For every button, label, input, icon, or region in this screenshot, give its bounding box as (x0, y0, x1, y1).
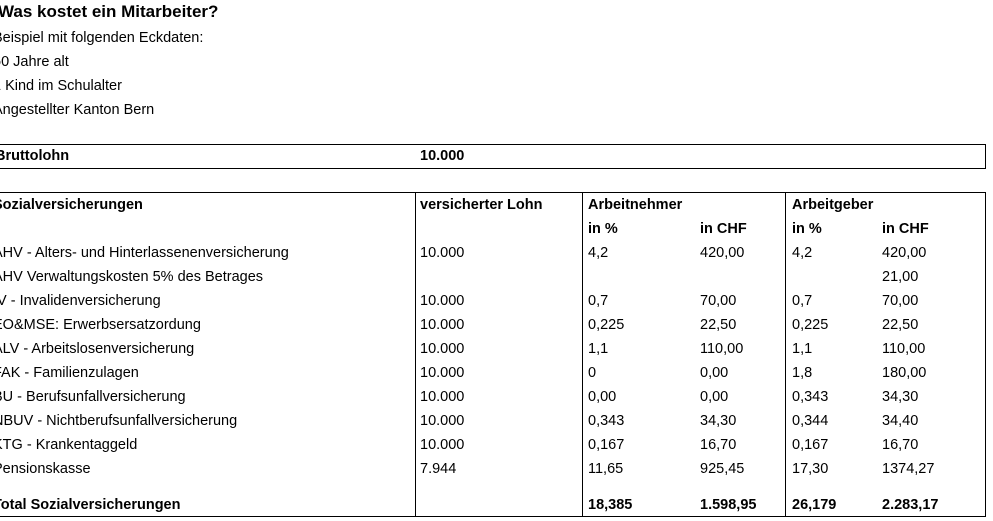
cell: 70,00 (882, 293, 919, 309)
cell: 16,70 (700, 437, 737, 453)
border (985, 144, 986, 169)
row-label: BU - Berufsunfallversicherung (0, 389, 186, 405)
cell: 110,00 (882, 341, 926, 357)
cell: 16,70 (882, 437, 919, 453)
row-label: FAK - Familienzulagen (0, 365, 139, 381)
cell: 34,30 (882, 389, 919, 405)
total-cell: 18,385 (588, 497, 633, 513)
cell: 420,00 (882, 245, 927, 261)
bruttolohn-label: Bruttolohn (0, 148, 70, 164)
row-label: ALV - Arbeitslosenversicherung (0, 341, 195, 357)
border (0, 516, 986, 517)
cell: 180,00 (882, 365, 927, 381)
cell: 17,30 (792, 461, 829, 477)
cell: 0,167 (792, 437, 829, 453)
intro-line: 1 Kind im Schulalter (0, 78, 122, 94)
cell: 10.000 (420, 413, 465, 429)
subheader: in CHF (700, 221, 747, 237)
cell: 0,00 (700, 365, 729, 381)
cell: 0 (588, 365, 597, 381)
cell: 10.000 (420, 437, 465, 453)
cell: 1,1 (588, 341, 609, 357)
cell: 110,00 (700, 341, 744, 357)
cell: 4,2 (792, 245, 813, 261)
cell: 34,40 (882, 413, 919, 429)
cell: 21,00 (882, 269, 919, 285)
cell: 34,30 (700, 413, 737, 429)
column-header: versicherter Lohn (420, 197, 543, 213)
cell: 10.000 (420, 245, 465, 261)
subheader: in % (792, 221, 822, 237)
cell: 0,7 (588, 293, 609, 309)
bruttolohn-value: 10.000 (420, 148, 465, 164)
border (785, 192, 786, 517)
subheader: in CHF (882, 221, 929, 237)
title: Was kostet ein Mitarbeiter? (0, 2, 219, 21)
cell: 0,00 (700, 389, 729, 405)
cell: 10.000 (420, 293, 465, 309)
cell: 0,167 (588, 437, 625, 453)
intro-line: Beispiel mit folgenden Eckdaten: (0, 30, 204, 46)
row-label: Pensionskasse (0, 461, 91, 477)
row-label: EO&MSE: Erwerbsersatzordung (0, 317, 201, 333)
total-cell: 2.283,17 (882, 497, 939, 513)
total-cell: 1.598,95 (700, 497, 757, 513)
border (0, 192, 986, 193)
border (985, 192, 986, 517)
column-header: Arbeitnehmer (588, 197, 683, 213)
cell: 0,225 (792, 317, 829, 333)
cell: 0,00 (588, 389, 617, 405)
border (0, 144, 986, 145)
cell: 925,45 (700, 461, 745, 477)
row-label: NBUV - Nichtberufsunfallversicherung (0, 413, 238, 429)
cell: 420,00 (700, 245, 745, 261)
cell: 0,344 (792, 413, 829, 429)
cell: 0,343 (588, 413, 625, 429)
intro-line: 60 Jahre alt (0, 54, 69, 70)
intro-line: Angestellter Kanton Bern (0, 102, 155, 118)
cell: 1,1 (792, 341, 813, 357)
cell: 7.944 (420, 461, 457, 477)
cell: 1,8 (792, 365, 813, 381)
total-label: Total Sozialversicherungen (0, 497, 181, 513)
column-header: Arbeitgeber (792, 197, 874, 213)
cell: 70,00 (700, 293, 737, 309)
cell: 22,50 (700, 317, 737, 333)
column-header: Sozialversicherungen (0, 197, 143, 213)
cell: 10.000 (420, 365, 465, 381)
border (415, 192, 416, 517)
cell: 0,225 (588, 317, 625, 333)
row-label: AHV Verwaltungskosten 5% des Betrages (0, 269, 264, 285)
cell: 4,2 (588, 245, 609, 261)
cell: 0,343 (792, 389, 829, 405)
cell: 11,65 (588, 461, 624, 477)
subheader: in % (588, 221, 618, 237)
cell: 22,50 (882, 317, 919, 333)
cell: 0,7 (792, 293, 813, 309)
cell: 10.000 (420, 341, 465, 357)
border (582, 192, 583, 517)
cell: 10.000 (420, 317, 465, 333)
total-cell: 26,179 (792, 497, 837, 513)
row-label: IV - Invalidenversicherung (0, 293, 161, 309)
cell: 10.000 (420, 389, 465, 405)
border (0, 168, 986, 169)
row-label: KTG - Krankentaggeld (0, 437, 138, 453)
cell: 1374,27 (882, 461, 935, 477)
row-label: AHV - Alters- und Hinterlassenenversiche… (0, 245, 289, 261)
